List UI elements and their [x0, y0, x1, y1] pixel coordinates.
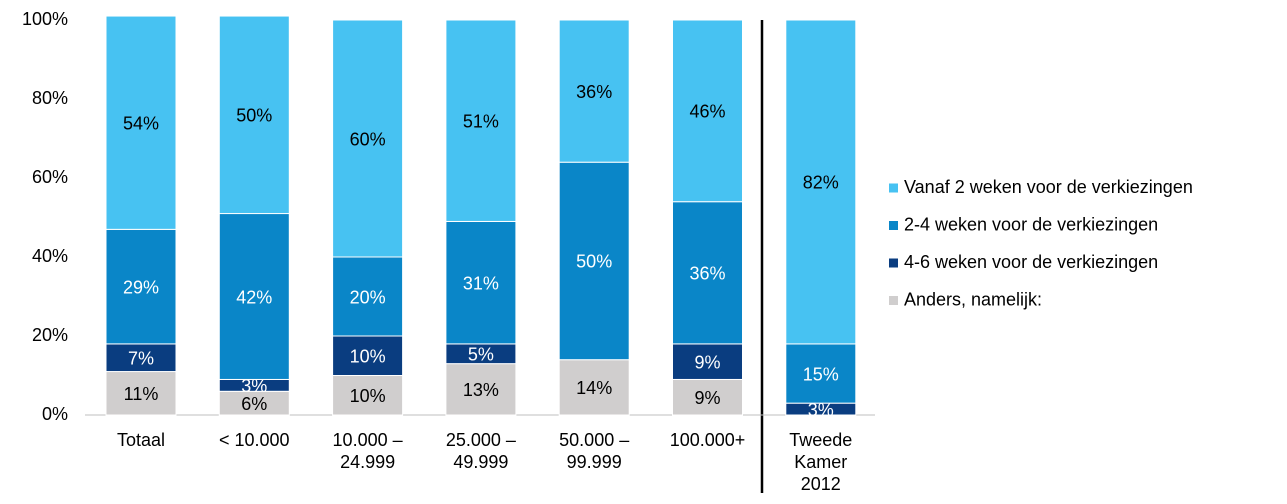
legend-swatch	[889, 296, 898, 305]
data-label: 14%	[576, 378, 612, 398]
bar-segment	[218, 15, 290, 215]
bar-segment	[105, 371, 177, 416]
bar-segment	[445, 19, 517, 222]
y-tick-label: 60%	[32, 167, 68, 187]
data-label: 46%	[689, 102, 725, 122]
legend-label: 2-4 weken voor de verkiezingen	[904, 214, 1158, 234]
y-tick-label: 0%	[42, 404, 68, 424]
legend-swatch	[889, 221, 898, 230]
x-tick-label: 2012	[801, 474, 841, 494]
bar-segment	[558, 161, 630, 361]
y-tick-label: 20%	[32, 325, 68, 345]
data-label: 9%	[694, 352, 720, 372]
bar-segment	[332, 335, 404, 376]
data-label: 60%	[350, 129, 386, 149]
data-label: 36%	[576, 82, 612, 102]
data-label: 13%	[463, 380, 499, 400]
legend-swatch	[889, 183, 898, 193]
bar-segment	[785, 19, 857, 345]
x-tick-label: Tweede	[789, 430, 852, 450]
bar-segment	[332, 375, 404, 416]
bar-segment	[332, 19, 404, 258]
bar-segment	[105, 228, 177, 345]
y-tick-label: 80%	[32, 88, 68, 108]
x-tick-label: 24.999	[340, 452, 395, 472]
bar-segment	[672, 19, 743, 203]
x-tick-label: Kamer	[794, 452, 847, 472]
bar-segment	[785, 343, 857, 404]
data-label: 11%	[124, 384, 159, 404]
bar-segment	[445, 220, 517, 345]
bar-segment	[105, 15, 177, 230]
x-tick-label: 100.000+	[670, 430, 746, 450]
data-label: 31%	[463, 273, 499, 293]
bar-segment	[218, 213, 290, 380]
data-label: 10%	[350, 347, 386, 367]
bar-segment	[445, 363, 517, 416]
data-label: 10%	[350, 386, 386, 406]
legend-label: Anders, namelijk:	[904, 289, 1042, 309]
legend-label: Vanaf 2 weken voor de verkiezingen	[904, 177, 1193, 197]
data-label: 51%	[463, 111, 499, 131]
data-label: 20%	[350, 287, 386, 307]
data-label: 42%	[236, 287, 272, 307]
data-label: 54%	[123, 113, 159, 133]
data-label: 36%	[689, 264, 725, 284]
bar-segment	[672, 201, 743, 345]
x-tick-label: 25.000 –	[446, 430, 516, 450]
data-label: 29%	[123, 277, 159, 297]
data-label: 5%	[468, 345, 494, 365]
data-label: 82%	[803, 173, 839, 193]
data-label: 9%	[694, 388, 720, 408]
bar-segment	[558, 19, 630, 163]
x-tick-label: 10.000 –	[333, 430, 403, 450]
y-tick-label: 40%	[32, 246, 68, 266]
data-label: 3%	[808, 400, 834, 420]
legend-swatch	[889, 258, 898, 268]
x-tick-label: Totaal	[117, 430, 165, 450]
data-label: 7%	[128, 348, 154, 368]
data-label: 15%	[803, 364, 839, 384]
x-tick-label: < 10.000	[219, 430, 290, 450]
legend-label: 4-6 weken voor de verkiezingen	[904, 252, 1158, 272]
data-label: 50%	[576, 252, 612, 272]
data-label: 6%	[241, 394, 267, 414]
data-label: 3%	[241, 376, 267, 396]
x-tick-label: 49.999	[453, 452, 508, 472]
data-label: 50%	[236, 106, 272, 126]
bar-segment	[558, 359, 630, 416]
x-tick-label: 99.999	[567, 452, 622, 472]
bar-segment	[672, 378, 743, 416]
x-tick-label: 50.000 –	[559, 430, 629, 450]
y-tick-label: 100%	[22, 9, 68, 29]
